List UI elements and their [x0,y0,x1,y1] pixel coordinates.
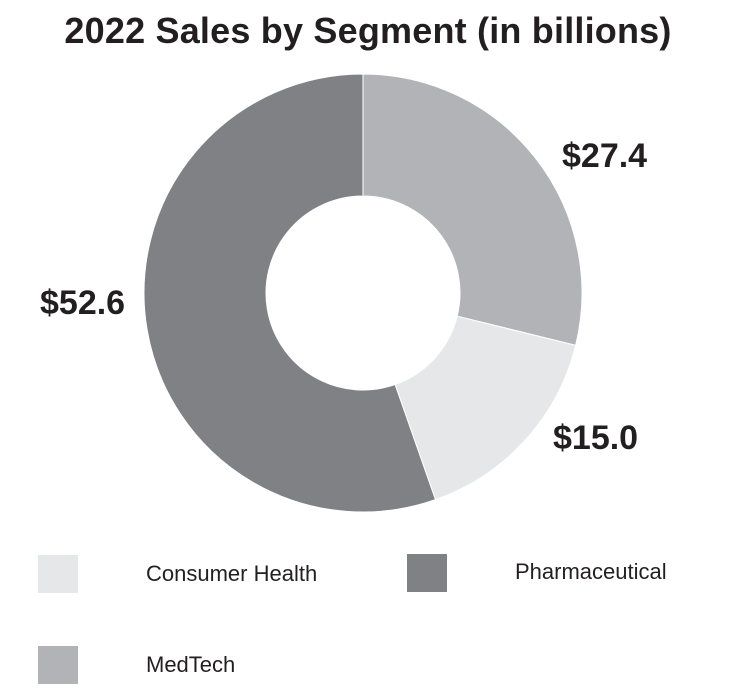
slice-pharmaceutical [143,73,437,513]
legend-swatch-consumer-health [38,555,78,593]
legend-label-consumer-health: Consumer Health [146,561,318,586]
chart-title: 2022 Sales by Segment (in billions) [64,10,672,51]
data-label-consumer-health: $15.0 [553,419,639,457]
slice-medtech [362,73,583,346]
legend-swatch-medtech [38,646,78,684]
legend-swatch-pharmaceutical [407,554,447,592]
legend-item-pharmaceutical: Pharmaceutical [407,554,707,594]
legend-label-medtech: MedTech [146,652,236,677]
donut-chart [143,73,583,513]
legend-item-consumer-health: Consumer Health [38,555,368,595]
data-label-pharmaceutical: $52.6 [40,284,126,322]
slice-consumer-health [394,315,577,501]
legend-label-pharmaceutical: Pharmaceutical [515,559,667,584]
legend-item-medtech: MedTech [38,646,368,686]
data-label-medtech: $27.4 [562,137,648,175]
